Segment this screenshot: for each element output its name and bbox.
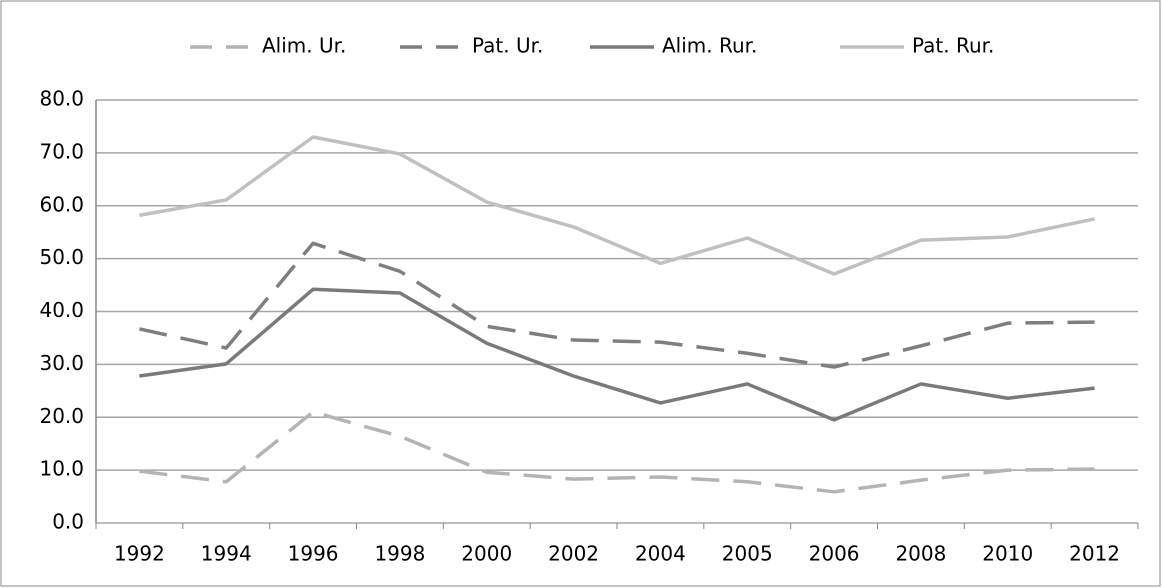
y-tick-label: 70.0: [39, 139, 84, 163]
y-tick-label: 60.0: [39, 192, 84, 216]
series-line: [139, 287, 1095, 422]
series-line: [139, 410, 1095, 494]
x-tick-label: 2006: [809, 542, 860, 566]
legend-label: Alim. Ur.: [262, 34, 346, 58]
x-tick-label: 2004: [635, 542, 686, 566]
x-tick-label: 1994: [201, 542, 252, 566]
x-tick-label: 2005: [722, 542, 773, 566]
x-tick-label: 2000: [461, 542, 512, 566]
y-tick-label: 20.0: [39, 404, 84, 428]
y-tick-label: 30.0: [39, 351, 84, 375]
y-tick-label: 80.0: [39, 87, 84, 111]
series-line: [139, 135, 1095, 276]
y-tick-label: 50.0: [39, 245, 84, 269]
y-tick-label: 40.0: [39, 298, 84, 322]
legend-label: Pat. Ur.: [472, 34, 543, 58]
y-tick-label: 0.0: [52, 510, 84, 534]
x-tick-label: 2008: [895, 542, 946, 566]
x-tick-label: 2002: [548, 542, 599, 566]
y-tick-label: 10.0: [39, 457, 84, 481]
series-line: [139, 241, 1095, 369]
legend-label: Alim. Rur.: [662, 34, 757, 58]
x-tick-label: 2010: [982, 542, 1033, 566]
legend-label: Pat. Rur.: [912, 34, 994, 58]
x-tick-label: 1998: [374, 542, 425, 566]
x-tick-label: 2012: [1069, 542, 1120, 566]
x-tick-label: 1996: [288, 542, 339, 566]
x-tick-label: 1992: [114, 542, 165, 566]
